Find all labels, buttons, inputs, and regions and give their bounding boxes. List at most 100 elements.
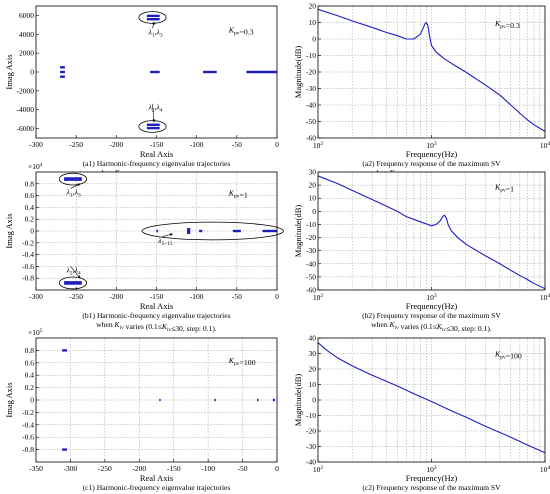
y-tick-label: -0.4 [22, 420, 34, 429]
y-tick-label: -30 [306, 84, 316, 93]
y-tick-label: 20 [309, 181, 317, 190]
y-tick-label: 40 [309, 334, 317, 343]
x-tick-label: 0 [275, 464, 279, 473]
highlight-ellipse [58, 276, 88, 290]
y-tick-label: 0 [312, 35, 316, 44]
x-tick-label: 103 [426, 141, 437, 150]
x-tick-label: 102 [313, 465, 324, 474]
y-tick-label: -50 [306, 117, 316, 126]
grid [36, 172, 277, 290]
y-tick-label: -40 [306, 259, 316, 268]
annotation-arrow [162, 233, 174, 238]
panel-a1: λ1,λ3 λ2,λ4 -300 -250 -200 -150 -100 -50 0 -6000 -… [4, 5, 279, 181]
x-tick-label: 104 [540, 465, 550, 474]
panel-a2: 102 103 104 -60 -50 -40 -30 -20 -10 0 10 20 Frequenc… [293, 2, 550, 182]
y-tick-label: -60 [306, 134, 316, 143]
y-tick-label: -0.2 [22, 238, 34, 247]
x-axis-label: Real Axis [140, 301, 173, 311]
y-tick-label: -20 [306, 427, 316, 436]
param-label: Kpv=100 [228, 356, 256, 367]
param-label: Kpv=100 [494, 350, 522, 361]
x-tick-label: 0 [275, 140, 279, 149]
y-tick-label: 20 [309, 2, 317, 11]
series-line [317, 8, 546, 132]
param-label: Kpv=1 [228, 189, 248, 200]
y-tick-label: -60 [306, 286, 316, 295]
y-tick-label: -0.4 [22, 250, 34, 259]
highlight-ellipse [141, 221, 284, 241]
y-tick-label: 0.8 [25, 346, 35, 355]
y-tick-label: -10 [306, 411, 316, 420]
annotation-arrow [70, 183, 81, 189]
y-tick-label: 4000 [19, 30, 34, 39]
grid [318, 6, 545, 138]
x-tick-label: 102 [313, 141, 324, 150]
x-tick-label: -100 [201, 464, 215, 473]
y-tick-label: -2000 [17, 86, 35, 95]
grid [36, 338, 277, 462]
x-tick-label: -250 [69, 292, 83, 301]
grid [318, 172, 545, 290]
x-tick-label: -50 [232, 140, 242, 149]
caption-line-1: (c1) Harmonic-frequency eigenvalue traje… [83, 483, 231, 492]
y-tick-label: -0.6 [22, 262, 34, 271]
panel-c1: -350 -300 -250 -200 -150 -100 -50 0 -0.8 -0.6 -0.4… [4, 328, 279, 494]
y-tick-label: 0 [312, 396, 316, 405]
highlight-ellipse [58, 172, 88, 186]
y-tick-label: 0.8 [25, 179, 35, 188]
y-tick-label: 0.2 [25, 383, 35, 392]
annotation-label: λ1,λ3 [147, 27, 162, 38]
y-tick-label: 0.6 [25, 358, 35, 367]
y-tick-label: 10 [309, 194, 317, 203]
y-tick-label: -0.2 [22, 408, 34, 417]
y-tick-label: 20 [309, 365, 317, 374]
x-tick-label: -50 [232, 292, 242, 301]
x-tick-label: -300 [29, 140, 43, 149]
y-tick-label: -20 [306, 233, 316, 242]
x-axis-label: Real Axis [140, 149, 173, 159]
y-exponent: ×105 [28, 328, 43, 337]
caption-line-1: (a2) Frequency response of the maximum S… [362, 159, 501, 168]
y-tick-label: 30 [309, 349, 317, 358]
caption-line-2: when Kiv varies (0.1≤Kiv≤30, step: 0.1). [371, 492, 492, 494]
annotation-arrow [152, 21, 155, 29]
panel-b2: 102 103 104 -60 -50 -40 -30 -20 -10 0 10 20 30 Freque… [293, 168, 550, 334]
y-tick-label: -0.8 [22, 445, 34, 454]
x-tick-label: -300 [64, 464, 78, 473]
annotation-label: λ2,λ4 [147, 103, 162, 114]
x-tick-label: -300 [29, 292, 43, 301]
y-tick-label: 10 [309, 18, 317, 27]
y-tick-label: -30 [306, 442, 316, 451]
y-tick-label: -0.6 [22, 433, 34, 442]
x-tick-label: -100 [190, 292, 204, 301]
x-tick-label: -50 [238, 464, 248, 473]
y-axis-label: Magnitude(dB) [293, 374, 303, 427]
y-tick-label: 0 [30, 227, 34, 236]
series-line [317, 175, 546, 290]
y-tick-label: 30 [309, 168, 317, 177]
annotation-label: λ2,λ4 [66, 265, 81, 276]
annotation-arrow [70, 266, 81, 279]
caption-line-1: (b2) Frequency response of the maximum S… [362, 311, 501, 320]
y-tick-label: -6000 [17, 124, 35, 133]
y-exponent: ×104 [28, 162, 43, 171]
x-tick-label: -150 [167, 464, 181, 473]
param-label: Kpv=0.3 [228, 25, 254, 36]
caption-line-1: (b1) Harmonic-frequency eigenvalue traje… [82, 311, 230, 320]
y-tick-label: -50 [306, 272, 316, 281]
x-tick-label: -150 [150, 292, 164, 301]
x-tick-label: 102 [313, 293, 324, 302]
x-tick-label: 103 [426, 465, 437, 474]
x-tick-label: -350 [29, 464, 43, 473]
y-tick-label: -30 [306, 246, 316, 255]
x-tick-label: 104 [540, 293, 550, 302]
y-axis-label: Imag Axis [4, 54, 14, 89]
y-tick-label: -20 [306, 68, 316, 77]
y-tick-label: -0.8 [22, 274, 34, 283]
y-tick-label: -10 [306, 51, 316, 60]
y-tick-label: 0.2 [25, 215, 35, 224]
x-tick-label: 0 [275, 292, 279, 301]
caption-line-1: (a1) Harmonic-frequency eigenvalue traje… [83, 159, 231, 168]
x-tick-label: 104 [540, 141, 550, 150]
